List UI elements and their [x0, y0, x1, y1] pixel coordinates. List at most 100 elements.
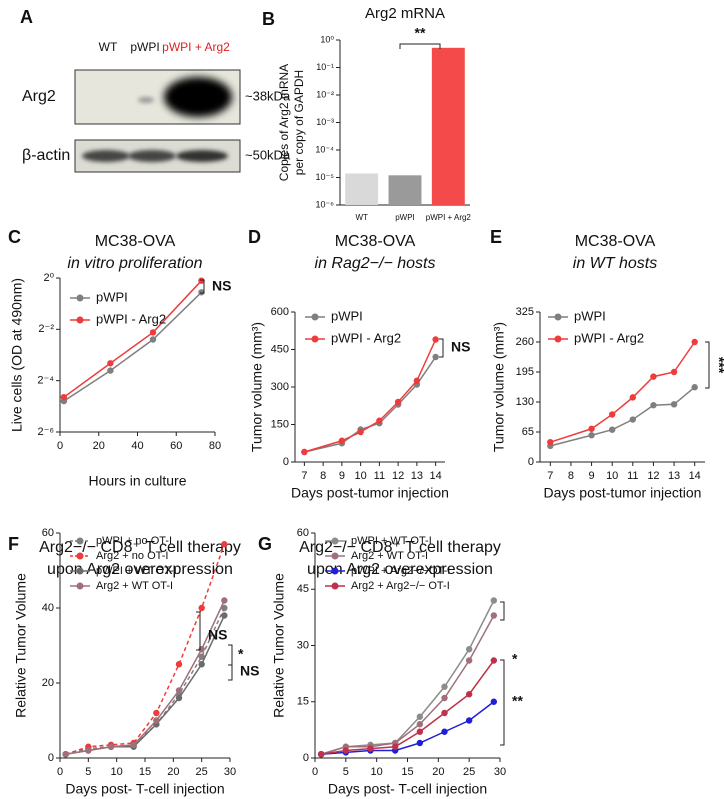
legend-label: pWPI + Arg2−/−OT-I: [351, 565, 450, 577]
legend-marker: [76, 537, 84, 545]
bracket: [196, 611, 201, 651]
panel-letter: C: [8, 227, 21, 247]
series-line: [65, 600, 226, 755]
legend-label: pWPI: [96, 289, 128, 304]
data-point: [432, 336, 439, 343]
annotation: *: [238, 646, 244, 662]
data-point: [441, 709, 448, 717]
y-tick-label: 300: [271, 381, 289, 393]
y-axis-label: Copies of Arg2 mRNA: [277, 64, 291, 181]
data-point: [465, 657, 473, 664]
data-point: [221, 604, 228, 612]
x-tick-label: 20: [167, 766, 179, 778]
data-point: [153, 717, 160, 724]
x-tick-label: 10: [111, 766, 123, 778]
chart-title: MC38-OVA: [575, 233, 656, 250]
x-tick-label: 8: [320, 470, 326, 482]
legend-marker: [331, 537, 339, 545]
x-tick-label: 14: [689, 470, 701, 482]
bracket: [439, 338, 444, 358]
legend-label: pWPI: [574, 308, 606, 323]
legend-label: Arg2 + Arg2−/− OT-I: [351, 580, 450, 592]
data-point: [107, 743, 115, 750]
data-point: [670, 368, 678, 376]
series-line: [65, 543, 226, 755]
legend-marker: [311, 313, 319, 321]
x-axis-label: Days post- T-cell injection: [328, 781, 487, 797]
x-tick-label: 11: [627, 470, 638, 482]
x-tick-label: 7: [547, 470, 553, 482]
blot-band: [128, 150, 176, 162]
data-point: [608, 411, 616, 418]
x-tick-label: 12: [647, 470, 659, 482]
x-tick-label: 10: [606, 470, 618, 482]
annotation: NS: [451, 339, 470, 355]
y-tick-label: 260: [516, 336, 534, 348]
series-line: [321, 701, 495, 755]
y-axis-label: Tumor volume (mm³): [249, 322, 265, 452]
annotation: NS: [208, 627, 227, 643]
y-tick-label: 15: [297, 696, 309, 708]
annotation: ***: [711, 357, 724, 374]
panel-letter: G: [258, 534, 272, 554]
data-point: [416, 721, 424, 728]
data-point: [465, 691, 473, 698]
chart-title: MC38-OVA: [95, 233, 176, 250]
data-point: [394, 398, 402, 406]
y-axis-label: Relative Tumor Volume: [271, 573, 287, 718]
x-tick-label: pWPI + Arg2: [426, 213, 472, 222]
series-line: [550, 341, 696, 443]
data-point: [608, 426, 616, 433]
legend-marker: [76, 567, 84, 575]
bar: [345, 173, 379, 205]
data-point: [130, 741, 137, 749]
panel-letter: B: [262, 9, 275, 29]
data-point: [301, 448, 308, 456]
legend-label: Arg2 + WT OT-I: [96, 580, 173, 592]
x-tick-label: 20: [432, 766, 444, 778]
x-axis-label: Days post-tumor injection: [291, 485, 449, 501]
chart-title: Arg2−/− CD8⁺ T cell therapy: [39, 539, 241, 556]
y-tick-label: 2⁻⁴: [37, 375, 54, 387]
series-line: [304, 339, 437, 453]
data-point: [441, 728, 448, 735]
data-point: [62, 751, 69, 758]
x-tick-label: WT: [355, 213, 368, 222]
chart-title: upon Arg2 overexpression: [47, 561, 233, 578]
data-point: [650, 402, 657, 409]
legend-marker: [76, 316, 84, 324]
data-point: [153, 709, 160, 717]
chart-title: Arg2 mRNA: [365, 5, 445, 22]
x-axis-label: Days post-tumor injection: [544, 485, 702, 501]
y-tick-label: 600: [271, 306, 289, 318]
legend-label: pWPI - Arg2: [574, 330, 644, 345]
x-tick-label: 11: [374, 470, 385, 482]
bracket: [705, 341, 710, 389]
x-tick-label: 9: [589, 470, 595, 482]
legend-label: pWPI + no OT-I: [96, 535, 172, 547]
blot-band: [176, 150, 228, 162]
data-point: [391, 743, 399, 750]
data-point: [441, 694, 448, 702]
x-tick-label: 0: [57, 766, 63, 778]
data-point: [149, 329, 157, 336]
legend-label: pWPI + WT OT-I: [96, 565, 177, 577]
data-point: [490, 597, 498, 604]
y-tick-label: 10⁻⁴: [315, 144, 334, 154]
lane-label: pWPI + Arg2: [162, 40, 230, 54]
data-point: [629, 416, 637, 423]
legend-label: Arg2 + no OT-I: [96, 550, 168, 562]
x-tick-label: 10: [371, 766, 383, 778]
annotation: NS: [212, 278, 231, 294]
data-point: [490, 612, 498, 619]
data-point: [221, 541, 228, 548]
blot-band: [82, 150, 130, 162]
y-tick-label: 0: [528, 456, 534, 468]
data-point: [60, 393, 68, 401]
data-point: [198, 653, 205, 660]
x-tick-label: 10: [355, 470, 367, 482]
data-point: [490, 698, 498, 705]
data-point: [85, 747, 92, 754]
data-point: [198, 646, 205, 653]
